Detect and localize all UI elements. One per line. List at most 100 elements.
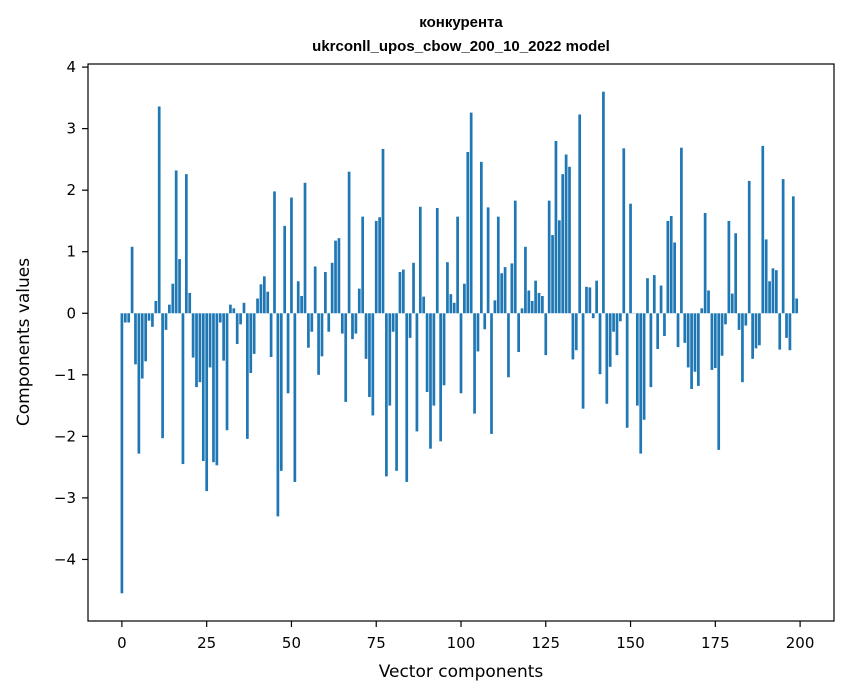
y-tick-label: 0 (66, 304, 76, 322)
bar (507, 313, 510, 378)
bar (568, 166, 571, 314)
bar (493, 300, 497, 314)
bar (307, 313, 310, 348)
bar (625, 313, 629, 428)
bar (249, 313, 253, 373)
chart-title-line-2: ukrconll_upos_cbow_200_10_2022 model (312, 38, 610, 55)
bar (435, 208, 439, 314)
bar (201, 313, 205, 461)
x-tick-label: 75 (367, 634, 386, 652)
bar (463, 283, 466, 314)
bar (717, 313, 721, 450)
bar (188, 292, 192, 314)
bar (395, 313, 398, 471)
bar (758, 313, 761, 346)
bar (788, 313, 792, 351)
bar (269, 313, 273, 357)
bar (340, 313, 344, 334)
bar (629, 203, 632, 314)
bar (212, 313, 215, 463)
bar (734, 233, 738, 314)
x-axis-label: Vector components (379, 662, 544, 682)
bar (184, 174, 188, 314)
bar (656, 313, 660, 349)
bar (208, 313, 212, 368)
bar (527, 290, 531, 314)
bar (246, 313, 249, 439)
bar (513, 200, 517, 314)
bar (408, 313, 412, 338)
bar (659, 285, 663, 314)
bar (320, 313, 324, 357)
bar (313, 266, 317, 314)
bar (425, 313, 429, 393)
bar (744, 313, 748, 326)
bar (686, 313, 690, 368)
bar (235, 313, 239, 345)
bar (724, 313, 727, 325)
bar (412, 262, 415, 314)
y-tick-label: 4 (66, 58, 76, 76)
bar (429, 313, 432, 449)
bar (635, 313, 639, 406)
bar (785, 313, 788, 338)
bar (564, 154, 568, 314)
bar (649, 313, 653, 388)
bar (534, 280, 537, 314)
bar (720, 313, 724, 356)
bar (761, 145, 765, 314)
bar (137, 313, 141, 454)
bar (524, 246, 527, 314)
bar (585, 286, 588, 314)
bar (330, 262, 334, 314)
bar (541, 296, 544, 314)
bar (615, 313, 619, 356)
bar (608, 313, 612, 367)
bar (191, 313, 195, 358)
bar (537, 292, 541, 314)
bar (405, 313, 409, 482)
bar (544, 313, 548, 356)
bar (439, 313, 443, 442)
bar (781, 179, 785, 314)
bar (168, 304, 171, 314)
bar (673, 242, 676, 314)
bar (713, 313, 717, 369)
bar (459, 313, 463, 394)
bar (703, 212, 707, 314)
bar (161, 313, 164, 439)
bar (578, 114, 582, 314)
bar (469, 112, 473, 314)
bar (300, 296, 303, 314)
bar (676, 313, 680, 348)
bar (775, 270, 778, 314)
bar (612, 313, 615, 332)
bar (181, 313, 185, 465)
bar (530, 300, 534, 314)
bar (751, 313, 754, 359)
bar (381, 148, 385, 314)
bar (764, 239, 768, 314)
bar (730, 293, 734, 314)
bar (622, 148, 626, 314)
bar (171, 283, 175, 314)
bar (276, 313, 280, 517)
x-tick-label: 175 (701, 634, 730, 652)
bar (591, 313, 595, 319)
bar (357, 288, 361, 314)
bar (415, 313, 419, 432)
bar (561, 174, 565, 314)
bar (602, 91, 605, 314)
y-tick-label: −3 (54, 489, 76, 507)
bar (252, 313, 256, 354)
bar (398, 272, 402, 314)
bar (690, 313, 693, 389)
bar (707, 290, 710, 314)
bar (700, 308, 704, 314)
bar (205, 313, 209, 492)
bar (391, 313, 395, 332)
bar (547, 200, 551, 314)
bar (151, 313, 154, 327)
plot-frame (87, 63, 835, 622)
